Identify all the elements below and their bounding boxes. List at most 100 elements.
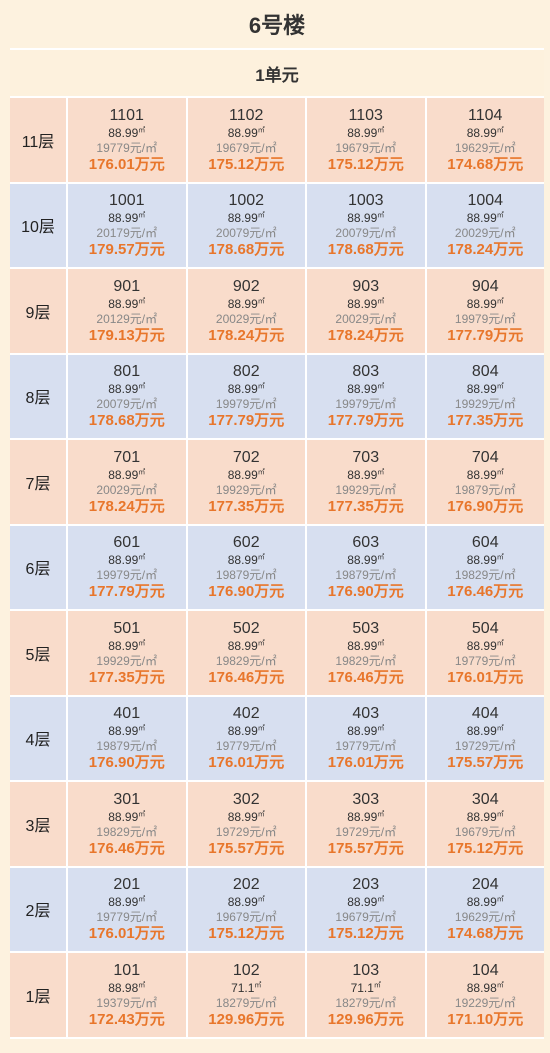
total-price-unit: 万元: [373, 668, 404, 686]
unit-price-unit: 元/㎡: [368, 140, 397, 155]
area-unit: ㎡: [138, 725, 146, 733]
area-value: 88.99: [466, 809, 497, 824]
room-area: 88.99㎡: [347, 811, 384, 823]
total-price-unit: 万元: [493, 754, 524, 772]
room-area: 71.1㎡: [351, 982, 381, 994]
room-cell: 1101 88.99㎡ 19779元/㎡ 176.01万元: [68, 98, 188, 182]
total-price-value: 176.01: [447, 668, 494, 686]
total-price-value: 176.90: [447, 497, 494, 515]
total-price-unit: 万元: [254, 497, 285, 515]
unit-price-unit: 元/㎡: [488, 824, 516, 839]
unit-price: 19679元/㎡: [216, 911, 277, 923]
unit-price: 19679元/㎡: [216, 142, 277, 154]
room-number: 103: [352, 961, 380, 979]
area-value: 71.1: [231, 980, 255, 995]
room-number: 104: [471, 961, 499, 979]
unit-price-unit: 元/㎡: [368, 824, 397, 839]
room-number: 503: [352, 619, 380, 637]
total-price-unit: 万元: [493, 326, 524, 344]
total-price-value: 177.79: [88, 583, 135, 601]
unit-price: 19679元/㎡: [335, 911, 396, 923]
area-value: 88.99: [466, 296, 497, 311]
unit-price: 19629元/㎡: [455, 142, 516, 154]
room-cell: 504 88.99㎡ 19779元/㎡ 176.01万元: [427, 611, 545, 695]
area-value: 88.99: [227, 724, 258, 739]
total-price-value: 176.46: [447, 583, 494, 601]
floor-row: 3层 301 88.99㎡ 19829元/㎡ 176.46万元 302 88.99㎡ 1972…: [10, 782, 544, 868]
unit-price: 19379元/㎡: [96, 997, 157, 1009]
room-number: 803: [352, 363, 380, 381]
area-value: 88.99: [227, 211, 258, 226]
area-value: 88.99: [466, 553, 497, 568]
unit-price-unit: 元/㎡: [488, 568, 516, 583]
unit-price: 19679元/㎡: [335, 142, 396, 154]
room-cell: 203 88.99㎡ 19679元/㎡ 175.12万元: [307, 867, 427, 951]
total-price-value: 177.35: [88, 668, 135, 686]
total-price-value: 178.24: [208, 326, 255, 344]
area-unit: ㎡: [377, 383, 385, 391]
total-price-unit: 万元: [373, 412, 404, 430]
unit-price-value: 18279: [215, 995, 250, 1010]
room-number: 201: [113, 876, 141, 894]
room-number: 1101: [109, 106, 144, 124]
floor-row: 2层 201 88.99㎡ 19779元/㎡ 176.01万元 202 88.99㎡ 1967…: [10, 867, 544, 953]
unit-price-unit: 元/㎡: [368, 482, 397, 497]
total-price-unit: 万元: [254, 754, 285, 772]
room-cell: 501 88.99㎡ 19929元/㎡ 177.35万元: [68, 611, 188, 695]
room-number: 404: [471, 705, 499, 723]
unit-price-value: 19779: [335, 739, 369, 754]
unit-price: 19829元/㎡: [335, 655, 396, 667]
unit-price-unit: 元/㎡: [488, 397, 516, 412]
unit-price-unit: 元/㎡: [249, 568, 277, 583]
room-area: 88.99㎡: [108, 212, 145, 224]
room-cell: 1103 88.99㎡ 19679元/㎡ 175.12万元: [307, 98, 427, 182]
room-cell: 704 88.99㎡ 19879元/㎡ 176.90万元: [427, 440, 545, 524]
area-unit: ㎡: [496, 810, 504, 818]
room-number: 102: [232, 961, 260, 979]
room-area: 88.99㎡: [467, 640, 504, 652]
unit-price-unit: 元/㎡: [488, 482, 516, 497]
area-value: 88.99: [347, 467, 378, 482]
room-number: 502: [232, 619, 260, 637]
unit-price-value: 19929: [96, 653, 130, 668]
unit-price: 19229元/㎡: [455, 997, 516, 1009]
total-price-unit: 万元: [254, 412, 285, 430]
total-price-value: 175.12: [327, 155, 374, 173]
total-price: 176.46万元: [328, 670, 404, 685]
unit-price-value: 19779: [96, 140, 130, 155]
area-unit: ㎡: [496, 896, 504, 904]
unit-price-value: 19679: [335, 140, 369, 155]
floor-row: 8层 801 88.99㎡ 20079元/㎡ 178.68万元 802 88.99㎡ 1997…: [10, 354, 544, 440]
floor-row: 9层 901 88.99㎡ 20129元/㎡ 179.13万元 902 88.99㎡ 2002…: [10, 269, 544, 355]
area-unit: ㎡: [377, 468, 385, 476]
room-number: 603: [352, 534, 380, 552]
total-price-unit: 万元: [134, 583, 165, 601]
unit-price-value: 19679: [454, 824, 489, 839]
room-cell: 403 88.99㎡ 19779元/㎡ 176.01万元: [307, 696, 427, 780]
room-number: 301: [113, 790, 141, 808]
unit-price-value: 19879: [454, 482, 489, 497]
unit-price-unit: 元/㎡: [488, 739, 516, 754]
total-price-value: 177.35: [327, 497, 374, 515]
total-price: 174.68万元: [447, 926, 523, 941]
total-price-value: 178.24: [88, 497, 135, 515]
room-area: 88.99㎡: [347, 469, 384, 481]
unit-price-unit: 元/㎡: [129, 824, 158, 839]
total-price-value: 176.01: [327, 754, 374, 772]
area-value: 88.99: [466, 724, 497, 739]
room-number: 203: [352, 876, 380, 894]
room-cell: 104 88.98㎡ 19229元/㎡ 171.10万元: [427, 953, 545, 1037]
area-unit: ㎡: [257, 383, 265, 391]
total-price: 129.96万元: [328, 1012, 404, 1027]
area-value: 88.99: [347, 895, 378, 910]
unit-price-unit: 元/㎡: [249, 910, 277, 925]
unit-price-unit: 元/㎡: [368, 311, 397, 326]
unit-price: 19979元/㎡: [335, 398, 396, 410]
total-price: 177.35万元: [447, 413, 523, 428]
unit-price-unit: 元/㎡: [249, 739, 277, 754]
unit-price-value: 19929: [454, 397, 489, 412]
room-number: 903: [352, 277, 380, 295]
room-area: 88.99㎡: [347, 896, 384, 908]
total-price-unit: 万元: [134, 668, 165, 686]
area-value: 88.99: [466, 895, 497, 910]
